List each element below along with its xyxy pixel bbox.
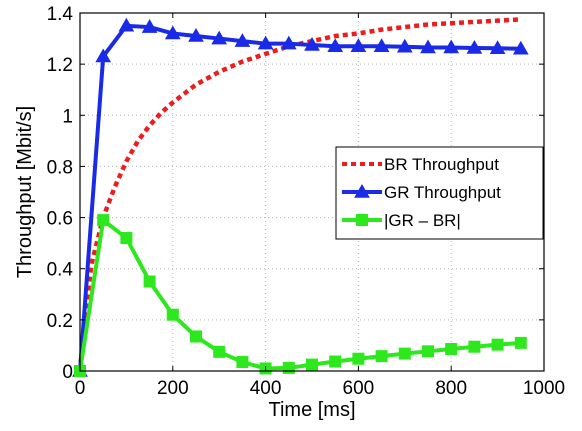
data-point-marker [211, 30, 228, 45]
y-tick-label: 0.2 [47, 311, 73, 332]
data-point-marker [443, 39, 460, 54]
legend-swatch-marker [356, 214, 368, 226]
grid-lines [80, 13, 544, 371]
data-point-marker [422, 345, 434, 358]
data-point-marker [420, 39, 436, 54]
y-tick-label: 0 [62, 362, 73, 383]
data-point-marker [373, 38, 390, 52]
series-1 [77, 17, 521, 372]
y-axis-title: Throughput [Mbit/s] [14, 106, 36, 278]
data-point-marker [398, 347, 411, 360]
data-point-marker [213, 345, 226, 358]
legend-swatch-marker [354, 183, 370, 198]
data-point-marker [375, 350, 388, 363]
y-tick-label: 1.2 [47, 55, 73, 76]
x-axis-title: Time [ms] [268, 399, 355, 421]
data-point-marker [190, 330, 202, 343]
legend: BR Throughput GR Throughput |GR – BR| [335, 146, 544, 240]
data-point-marker [236, 356, 249, 369]
x-tick-label: 1000 [523, 378, 565, 399]
data-point-marker [141, 19, 158, 33]
x-tick-label: 800 [435, 378, 467, 399]
y-tick-label: 1 [62, 106, 73, 127]
y-tick-label: 0.4 [47, 260, 74, 281]
data-point-marker [327, 38, 344, 52]
data-point-marker [329, 355, 342, 368]
x-tick-label: 600 [343, 378, 375, 399]
data-point-marker [234, 33, 251, 47]
data-point-marker [350, 38, 367, 52]
y-tick-label: 0.8 [47, 157, 73, 178]
data-point-marker [352, 352, 365, 365]
x-tick-label: 200 [157, 378, 189, 399]
data-point-marker [304, 36, 320, 51]
y-tick-label: 0.6 [47, 209, 73, 230]
data-point-marker [188, 28, 204, 42]
data-point-marker [280, 35, 297, 50]
x-tick-label: 400 [250, 378, 282, 399]
series-2 [72, 17, 529, 377]
data-point-marker [282, 361, 295, 374]
data-point-marker [445, 343, 458, 356]
data-point-marker [489, 40, 506, 55]
data-point-marker [166, 308, 179, 321]
y-tick-label: 1.4 [47, 4, 74, 25]
legend-label: BR Throughput [384, 155, 499, 174]
x-tick-label: 0 [75, 378, 86, 399]
data-point-marker [514, 336, 527, 349]
axis-ticks: 0 200 400 600 800 1000 0 0.2 0.4 0.6 0.8 1 1.2 1.4 [47, 4, 566, 399]
data-point-marker [95, 48, 112, 63]
data-point-marker [396, 38, 413, 53]
legend-label: GR Throughput [384, 183, 501, 202]
data-point-marker [257, 35, 274, 50]
plot-frame [79, 12, 545, 372]
data-point-marker [491, 338, 504, 351]
data-point-marker [512, 40, 529, 55]
series-line [77, 17, 521, 372]
data-point-marker [97, 214, 110, 227]
legend-label: |GR – BR| [384, 211, 461, 230]
data-point-marker [164, 25, 181, 40]
data-point-marker [306, 358, 318, 371]
data-point-marker [120, 232, 133, 245]
data-point-marker [468, 340, 481, 353]
data-point-marker [118, 17, 135, 32]
data-point-marker [143, 275, 156, 288]
data-point-marker [466, 40, 483, 54]
